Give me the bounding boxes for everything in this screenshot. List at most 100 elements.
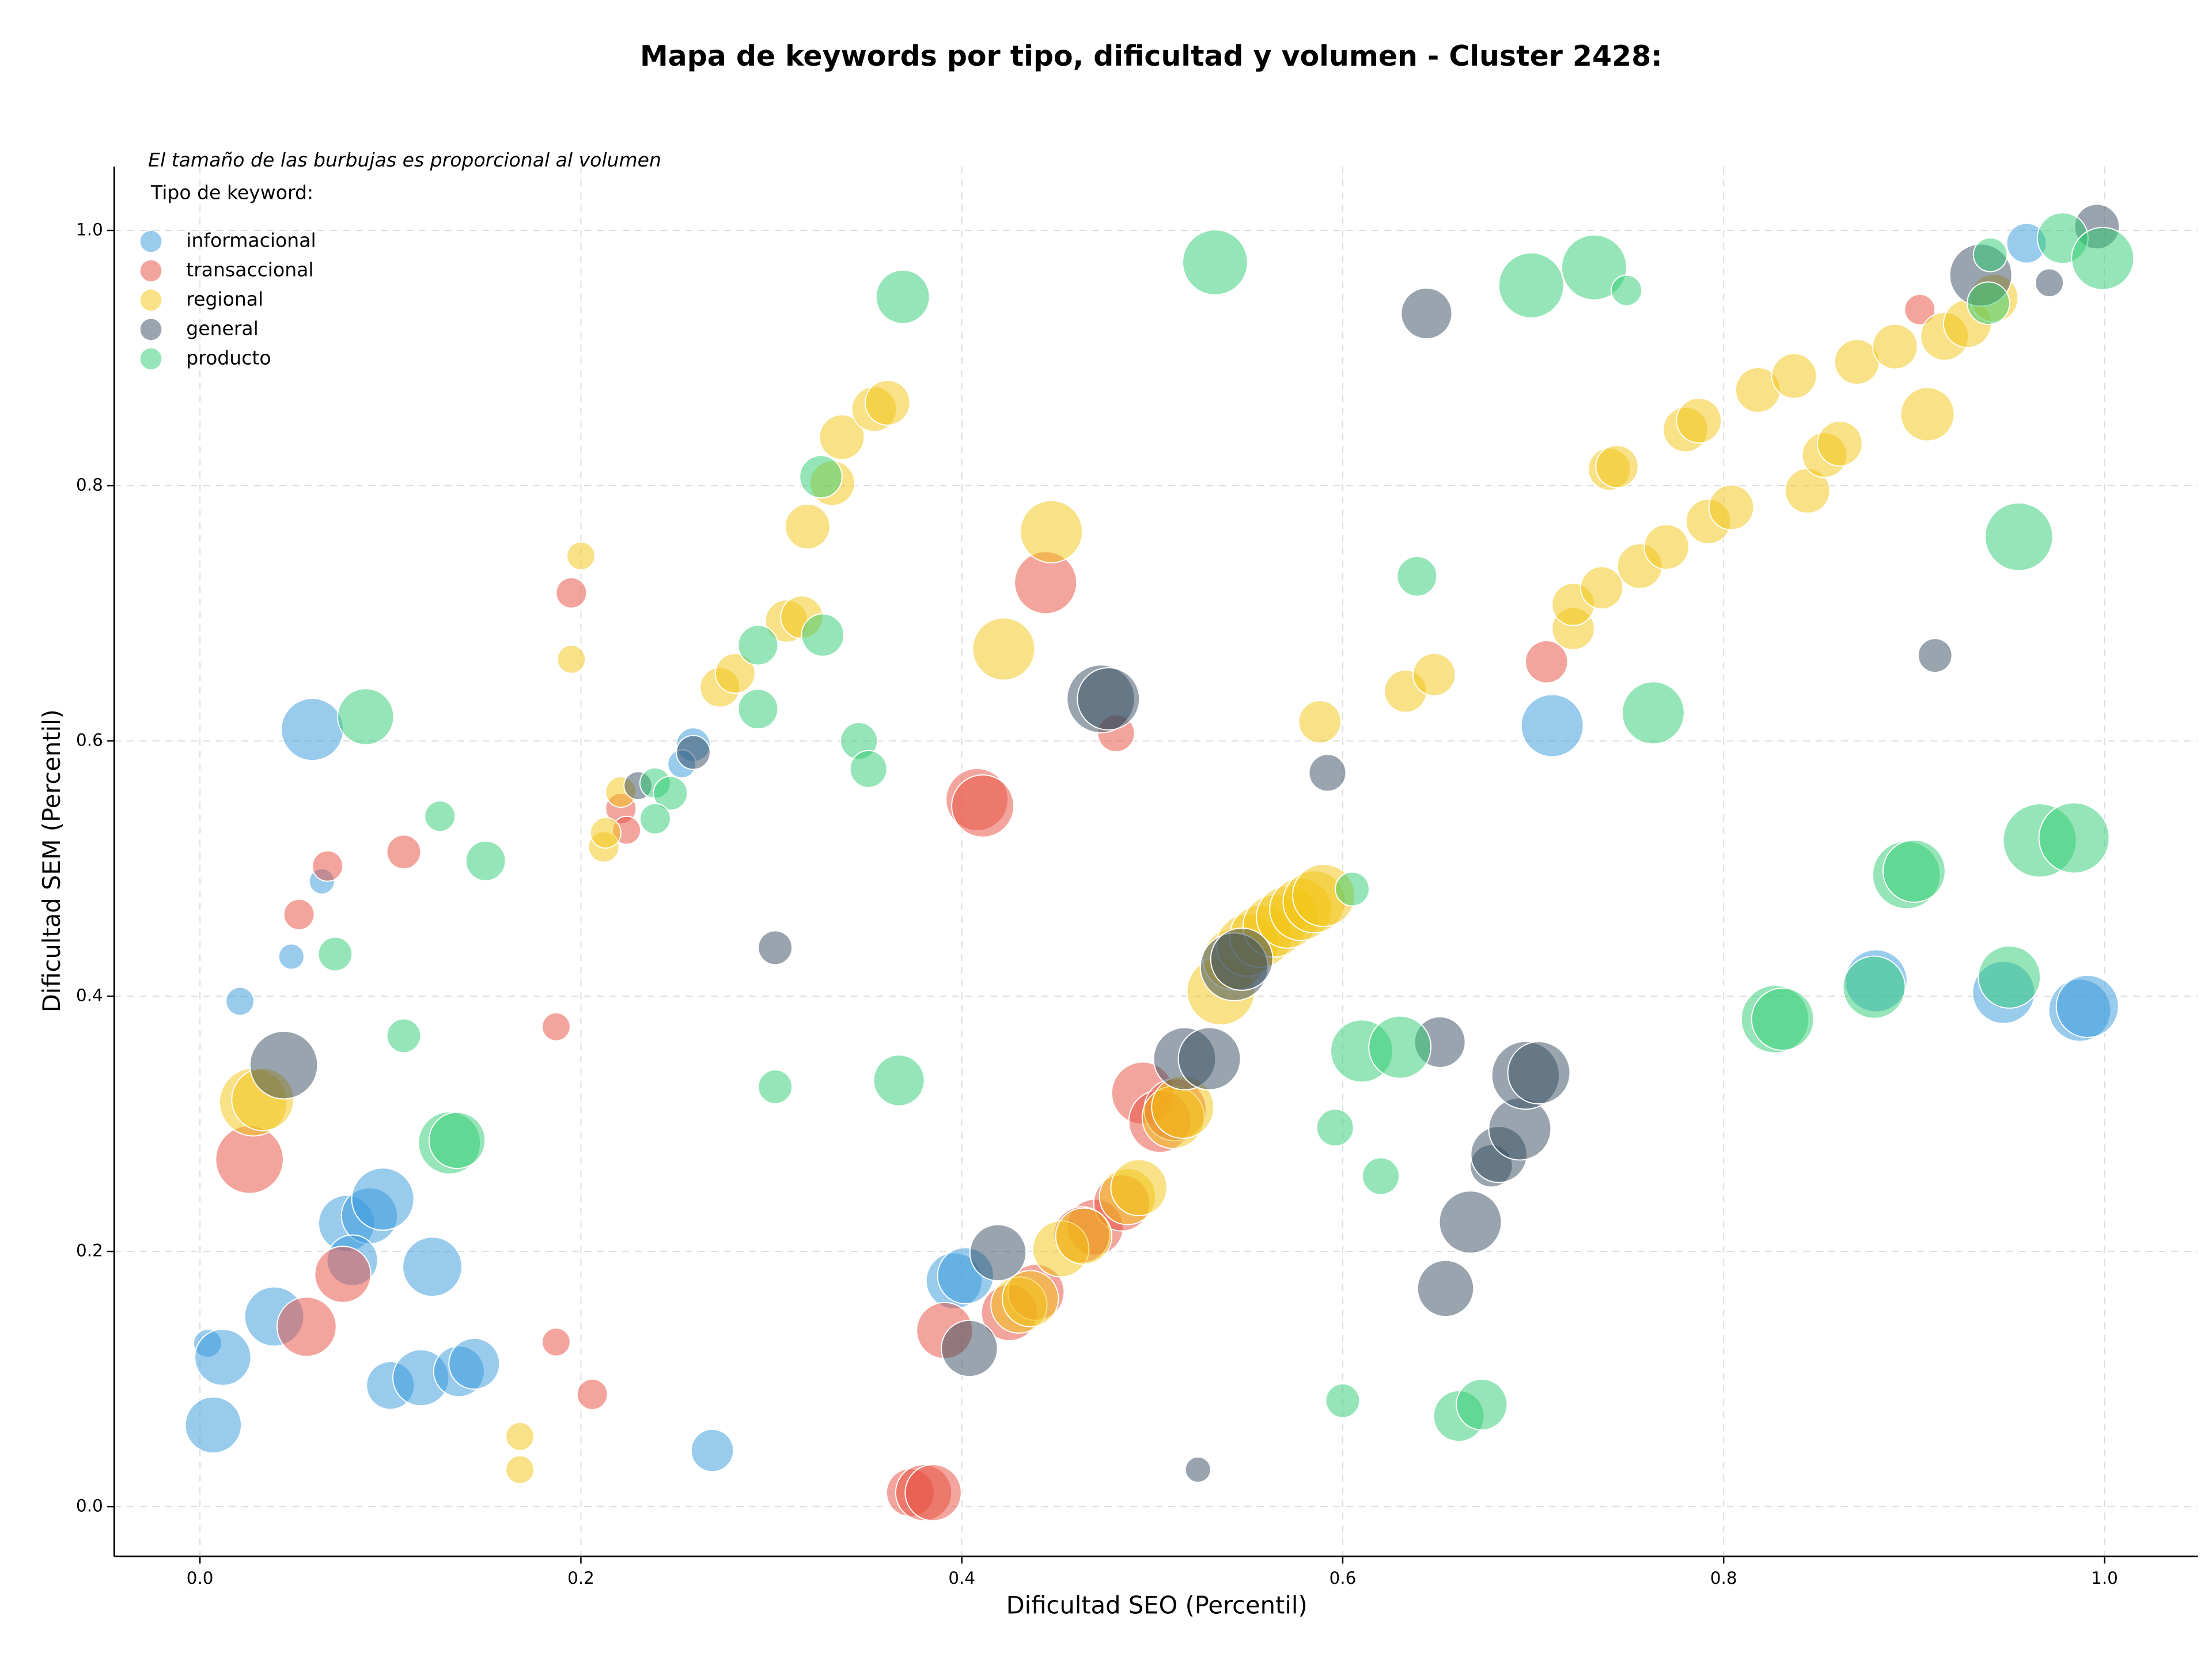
bubble (276, 1296, 337, 1357)
bubble (1335, 871, 1370, 907)
bubble (278, 943, 305, 970)
y-axis-label: Dificultad SEM (Percentil) (37, 709, 66, 1012)
bubble (969, 1224, 1027, 1282)
bubble (849, 750, 888, 788)
legend-label: transaccional (186, 258, 313, 281)
legend-title: Tipo de keyword: (150, 181, 313, 203)
bubble (1308, 754, 1347, 792)
bubble (283, 898, 315, 930)
y-tick-label: 0.2 (76, 1241, 103, 1261)
bubble (1900, 387, 1955, 442)
bubble (1882, 839, 1946, 903)
bubble (1817, 421, 1863, 467)
x-tick-label: 0.0 (187, 1568, 214, 1588)
bubble (566, 541, 596, 571)
bubble (1110, 1159, 1168, 1217)
size-note: El tamaño de las burbujas es proporciona… (148, 149, 661, 171)
x-tick-label: 0.4 (948, 1568, 975, 1588)
bubble (1020, 500, 1084, 563)
legend-label: regional (186, 287, 263, 310)
bubble (1400, 287, 1453, 340)
bubble (1621, 681, 1685, 745)
bubble (249, 1030, 319, 1100)
bubble (1396, 555, 1438, 597)
bubble (1984, 502, 2054, 572)
bubble (941, 1319, 998, 1378)
legend: El tamaño de las burbujas es proporciona… (140, 149, 661, 370)
y-tick-label: 1.0 (76, 220, 103, 240)
bubble (1298, 700, 1342, 744)
bubble (1416, 1259, 1475, 1318)
bubble (2038, 802, 2110, 874)
bubble (639, 803, 671, 835)
bubble (556, 644, 586, 674)
bubble (1525, 640, 1569, 684)
bubble (1498, 252, 1565, 319)
bubble (555, 577, 588, 609)
bubble (1967, 281, 2010, 325)
bubble (541, 1012, 571, 1042)
bubble (505, 1421, 535, 1451)
bubble (351, 1167, 415, 1231)
x-tick-label: 0.2 (567, 1568, 594, 1588)
bubble (819, 414, 865, 460)
bubble (428, 1111, 486, 1170)
bubble (757, 1069, 793, 1104)
bubble (1872, 323, 1918, 370)
bubble (2071, 226, 2135, 290)
bubble (653, 775, 688, 811)
bubble (386, 1018, 422, 1054)
bubble (1507, 1041, 1571, 1104)
bubble (541, 1327, 571, 1357)
bubble (194, 1329, 252, 1386)
y-tick-label: 0.4 (76, 986, 103, 1005)
bubble (1595, 445, 1639, 489)
bubble (1708, 484, 1755, 531)
bubble (799, 455, 843, 499)
bubble (1456, 1378, 1508, 1431)
bubble (386, 834, 422, 870)
bubble (1412, 653, 1456, 697)
y-tick-label: 0.6 (76, 731, 103, 750)
bubble (737, 688, 779, 730)
bubble (1368, 1015, 1432, 1079)
bubble (1751, 987, 1815, 1051)
bubble (801, 613, 845, 657)
bubble (1077, 667, 1141, 731)
bubble (1978, 945, 2041, 1009)
bubble (2055, 974, 2119, 1038)
legend-label: general (186, 317, 259, 339)
bubble (1611, 274, 1643, 307)
bubble (904, 1464, 962, 1522)
bubble (312, 850, 344, 882)
bubble (1904, 293, 1936, 326)
x-tick-label: 0.6 (1330, 1568, 1357, 1588)
bubble (1560, 234, 1627, 301)
bubble (714, 653, 756, 694)
bubble (972, 617, 1036, 681)
bubble (757, 930, 793, 966)
legend-marker (140, 319, 162, 340)
x-axis-label: Dificultad SEO (Percentil) (1006, 1591, 1308, 1620)
bubble (589, 817, 622, 849)
bubble (576, 1378, 608, 1410)
bubble (448, 1337, 501, 1390)
legend-marker (140, 348, 162, 370)
bubble (465, 840, 506, 881)
bubble (690, 1428, 734, 1473)
bubble (1362, 1157, 1400, 1195)
bubble (1438, 1190, 1502, 1254)
bubble (317, 936, 353, 972)
bubble (737, 625, 779, 666)
legend-marker (140, 289, 162, 311)
bubble (951, 774, 1015, 838)
bubble (1182, 229, 1248, 296)
bubble (281, 698, 344, 762)
bubble (1002, 1270, 1059, 1327)
bubbles (184, 203, 2135, 1522)
bubble (1842, 955, 1906, 1019)
legend-label: producto (186, 346, 271, 369)
bubble (1177, 1027, 1241, 1091)
